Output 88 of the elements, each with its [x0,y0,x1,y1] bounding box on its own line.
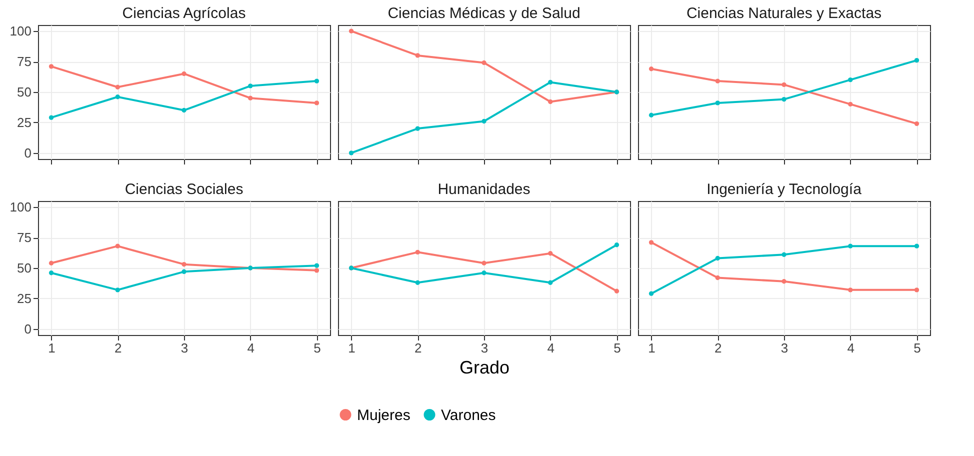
y-tick-label: 0 [24,321,32,336]
x-tick-label: 1 [648,340,656,356]
point [782,96,786,102]
x-tick-label: 2 [714,340,722,356]
y-tick-label: 100 [10,24,32,39]
point [715,256,720,261]
point [914,244,920,248]
point [182,262,186,267]
point [914,121,920,126]
point [914,288,920,292]
point [248,96,253,100]
y-tick-label: 50 [17,84,32,100]
point [548,251,553,256]
chart-title: Ciencias Sociales [124,181,244,198]
point [115,244,120,248]
legend-label: Varones [441,406,496,424]
chart-title: Humanidades [438,181,530,198]
point [548,280,553,285]
point [848,288,853,292]
x-tick-label: 2 [414,340,422,356]
y-tick-label: 75 [17,54,32,70]
point [782,279,786,284]
point [914,58,920,63]
point [248,84,253,88]
point [115,94,120,100]
point [848,102,853,107]
x-tick-label: 3 [780,340,788,356]
point [648,112,654,118]
x-tick-label: 2 [114,340,122,356]
point [782,82,786,88]
point [715,275,720,280]
x-tick-label: 4 [847,340,854,356]
x-tick-label: 4 [547,340,554,356]
point [614,288,620,294]
point [115,288,120,292]
y-tick-label: 100 [10,200,32,215]
point [182,269,186,274]
point [415,53,420,58]
point [715,100,720,106]
y-tick-label: 75 [17,230,32,246]
point [348,28,354,34]
chart-title: Ciencias Naturales y Exactas [686,5,882,22]
point [182,71,186,76]
x-tick-label: 5 [314,340,321,356]
point [48,64,54,69]
point [482,60,486,66]
point [314,78,320,84]
point [348,150,354,156]
point [848,77,853,82]
point [715,78,720,84]
point [48,260,54,266]
y-tick-label: 25 [17,290,32,306]
y-tick-label: 25 [17,114,32,130]
x-tick-label: 5 [614,340,621,356]
x-tick-label: 5 [914,340,921,356]
point [415,126,420,131]
point [548,80,553,85]
point [648,291,654,296]
x-axis-title: Grado [459,358,510,378]
y-tick-label: 0 [24,145,32,160]
chart-title: Ciencias Agrícolas [122,5,246,22]
x-tick-label: 3 [180,340,188,356]
point [482,118,486,124]
chart-title: Ciencias Médicas y de Salud [388,5,580,22]
point [548,99,553,104]
point [482,260,486,266]
y-tick-label: 50 [17,260,32,276]
point [314,263,320,268]
point [782,252,786,257]
point [415,280,420,285]
x-tick-label: 1 [348,340,356,356]
point [415,250,420,255]
point [482,270,486,276]
point [314,268,320,273]
point [48,115,54,120]
point [182,108,186,113]
point [848,244,853,248]
point [115,84,120,90]
legend-label: Mujeres [357,406,410,424]
point [48,270,54,276]
x-tick-label: 3 [480,340,488,356]
x-tick-label: 1 [48,340,56,356]
point [614,242,620,248]
x-tick-label: 4 [247,340,254,356]
point [314,100,320,106]
point [648,240,654,245]
chart-title: Ingeniería y Tecnología [706,181,862,198]
point [648,66,654,72]
